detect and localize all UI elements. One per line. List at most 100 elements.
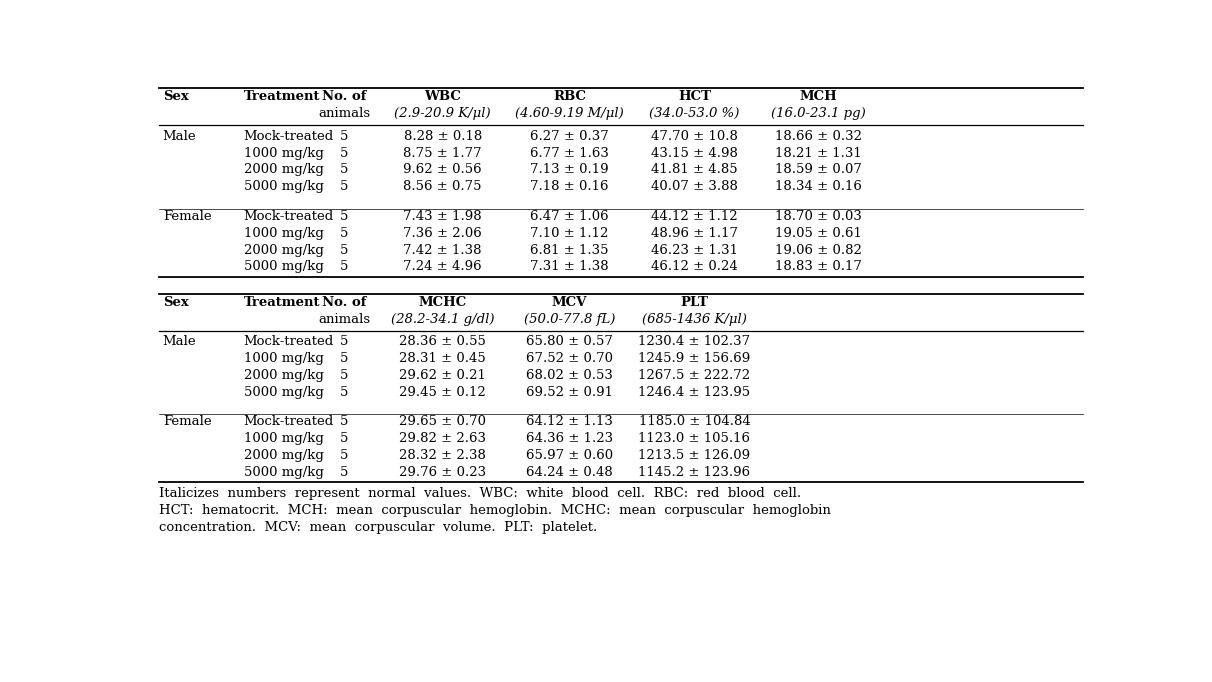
Text: 5: 5 — [339, 243, 348, 256]
Text: animals: animals — [318, 107, 370, 120]
Text: 8.56 ± 0.75: 8.56 ± 0.75 — [404, 181, 482, 194]
Text: 29.65 ± 0.70: 29.65 ± 0.70 — [399, 415, 486, 428]
Text: (2.9-20.9 K/μl): (2.9-20.9 K/μl) — [394, 107, 491, 120]
Text: Mock-treated: Mock-treated — [244, 415, 333, 428]
Text: 29.45 ± 0.12: 29.45 ± 0.12 — [399, 386, 486, 399]
Text: Mock-treated: Mock-treated — [244, 130, 333, 143]
Text: 40.07 ± 3.88: 40.07 ± 3.88 — [651, 181, 738, 194]
Text: animals: animals — [318, 313, 370, 326]
Text: 7.13 ± 0.19: 7.13 ± 0.19 — [530, 164, 608, 177]
Text: concentration.  MCV:  mean  corpuscular  volume.  PLT:  platelet.: concentration. MCV: mean corpuscular vol… — [159, 521, 598, 534]
Text: 5: 5 — [339, 369, 348, 382]
Text: 5000 mg/kg: 5000 mg/kg — [244, 386, 324, 399]
Text: 7.31 ± 1.38: 7.31 ± 1.38 — [530, 261, 608, 273]
Text: 5000 mg/kg: 5000 mg/kg — [244, 181, 324, 194]
Text: 9.62 ± 0.56: 9.62 ± 0.56 — [404, 164, 482, 177]
Text: 5: 5 — [339, 449, 348, 462]
Text: Male: Male — [162, 130, 196, 143]
Text: 67.52 ± 0.70: 67.52 ± 0.70 — [526, 352, 613, 365]
Text: 7.36 ± 2.06: 7.36 ± 2.06 — [404, 226, 482, 239]
Text: 29.82 ± 2.63: 29.82 ± 2.63 — [399, 432, 486, 445]
Text: 1000 mg/kg: 1000 mg/kg — [244, 226, 324, 239]
Text: 5: 5 — [339, 147, 348, 160]
Text: Female: Female — [162, 209, 211, 222]
Text: 46.23 ± 1.31: 46.23 ± 1.31 — [651, 243, 738, 256]
Text: No. of: No. of — [322, 90, 366, 103]
Text: Mock-treated: Mock-treated — [244, 335, 333, 349]
Text: 7.18 ± 0.16: 7.18 ± 0.16 — [530, 181, 608, 194]
Text: 18.83 ± 0.17: 18.83 ± 0.17 — [774, 261, 862, 273]
Text: 1213.5 ± 126.09: 1213.5 ± 126.09 — [639, 449, 750, 462]
Text: 2000 mg/kg: 2000 mg/kg — [244, 369, 324, 382]
Text: 29.76 ± 0.23: 29.76 ± 0.23 — [399, 466, 486, 479]
Text: 1000 mg/kg: 1000 mg/kg — [244, 432, 324, 445]
Text: Mock-treated: Mock-treated — [244, 209, 333, 222]
Text: 47.70 ± 10.8: 47.70 ± 10.8 — [651, 130, 738, 143]
Text: 5000 mg/kg: 5000 mg/kg — [244, 261, 324, 273]
Text: 5: 5 — [339, 226, 348, 239]
Text: 5000 mg/kg: 5000 mg/kg — [244, 466, 324, 479]
Text: 5: 5 — [339, 386, 348, 399]
Text: 19.05 ± 0.61: 19.05 ± 0.61 — [774, 226, 862, 239]
Text: 1185.0 ± 104.84: 1185.0 ± 104.84 — [639, 415, 750, 428]
Text: 8.75 ± 1.77: 8.75 ± 1.77 — [404, 147, 482, 160]
Text: 65.97 ± 0.60: 65.97 ± 0.60 — [526, 449, 613, 462]
Text: 7.24 ± 4.96: 7.24 ± 4.96 — [404, 261, 482, 273]
Text: (28.2-34.1 g/dl): (28.2-34.1 g/dl) — [391, 313, 494, 326]
Text: 2000 mg/kg: 2000 mg/kg — [244, 243, 324, 256]
Text: 5: 5 — [339, 432, 348, 445]
Text: 5: 5 — [339, 352, 348, 365]
Text: Sex: Sex — [162, 90, 189, 103]
Text: 19.06 ± 0.82: 19.06 ± 0.82 — [774, 243, 862, 256]
Text: 1000 mg/kg: 1000 mg/kg — [244, 147, 324, 160]
Text: 5: 5 — [339, 335, 348, 349]
Text: 5: 5 — [339, 164, 348, 177]
Text: PLT: PLT — [680, 296, 709, 309]
Text: 1267.5 ± 222.72: 1267.5 ± 222.72 — [639, 369, 750, 382]
Text: 2000 mg/kg: 2000 mg/kg — [244, 164, 324, 177]
Text: 5: 5 — [339, 466, 348, 479]
Text: 5: 5 — [339, 261, 348, 273]
Text: 18.59 ± 0.07: 18.59 ± 0.07 — [774, 164, 862, 177]
Text: 7.42 ± 1.38: 7.42 ± 1.38 — [404, 243, 482, 256]
Text: WBC: WBC — [424, 90, 461, 103]
Text: 1230.4 ± 102.37: 1230.4 ± 102.37 — [639, 335, 750, 349]
Text: 5: 5 — [339, 181, 348, 194]
Text: Treatment: Treatment — [244, 90, 320, 103]
Text: (50.0-77.8 fL): (50.0-77.8 fL) — [524, 313, 616, 326]
Text: 6.27 ± 0.37: 6.27 ± 0.37 — [530, 130, 608, 143]
Text: 1246.4 ± 123.95: 1246.4 ± 123.95 — [639, 386, 750, 399]
Text: (685-1436 K/μl): (685-1436 K/μl) — [642, 313, 747, 326]
Text: RBC: RBC — [553, 90, 585, 103]
Text: 1245.9 ± 156.69: 1245.9 ± 156.69 — [639, 352, 750, 365]
Text: 43.15 ± 4.98: 43.15 ± 4.98 — [651, 147, 738, 160]
Text: 7.43 ± 1.98: 7.43 ± 1.98 — [404, 209, 482, 222]
Text: Sex: Sex — [162, 296, 189, 309]
Text: (34.0-53.0 %): (34.0-53.0 %) — [650, 107, 739, 120]
Text: Treatment: Treatment — [244, 296, 320, 309]
Text: 69.52 ± 0.91: 69.52 ± 0.91 — [526, 386, 613, 399]
Text: (4.60-9.19 M/μl): (4.60-9.19 M/μl) — [515, 107, 624, 120]
Text: MCH: MCH — [800, 90, 837, 103]
Text: 2000 mg/kg: 2000 mg/kg — [244, 449, 324, 462]
Text: Italicizes  numbers  represent  normal  values.  WBC:  white  blood  cell.  RBC:: Italicizes numbers represent normal valu… — [159, 487, 801, 500]
Text: 1145.2 ± 123.96: 1145.2 ± 123.96 — [639, 466, 750, 479]
Text: 65.80 ± 0.57: 65.80 ± 0.57 — [526, 335, 613, 349]
Text: 1000 mg/kg: 1000 mg/kg — [244, 352, 324, 365]
Text: Female: Female — [162, 415, 211, 428]
Text: MCV: MCV — [551, 296, 587, 309]
Text: Male: Male — [162, 335, 196, 349]
Text: 7.10 ± 1.12: 7.10 ± 1.12 — [531, 226, 608, 239]
Text: 46.12 ± 0.24: 46.12 ± 0.24 — [651, 261, 738, 273]
Text: 28.31 ± 0.45: 28.31 ± 0.45 — [399, 352, 486, 365]
Text: 41.81 ± 4.85: 41.81 ± 4.85 — [651, 164, 738, 177]
Text: 5: 5 — [339, 209, 348, 222]
Text: 48.96 ± 1.17: 48.96 ± 1.17 — [651, 226, 738, 239]
Text: 5: 5 — [339, 415, 348, 428]
Text: (16.0-23.1 pg): (16.0-23.1 pg) — [771, 107, 865, 120]
Text: 6.47 ± 1.06: 6.47 ± 1.06 — [530, 209, 608, 222]
Text: 64.36 ± 1.23: 64.36 ± 1.23 — [526, 432, 613, 445]
Text: MCHC: MCHC — [418, 296, 467, 309]
Text: 68.02 ± 0.53: 68.02 ± 0.53 — [526, 369, 613, 382]
Text: 28.36 ± 0.55: 28.36 ± 0.55 — [399, 335, 486, 349]
